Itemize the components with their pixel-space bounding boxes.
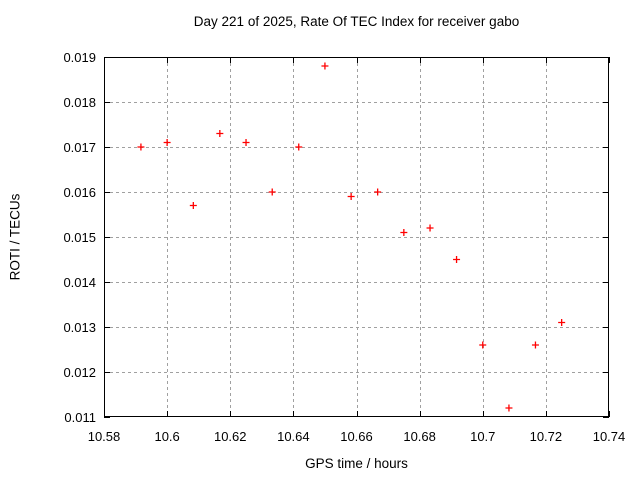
y-tick-label: 0.016 — [63, 185, 96, 200]
y-tick-label: 0.019 — [63, 50, 96, 65]
data-point — [400, 229, 408, 236]
y-tick-label: 0.012 — [63, 365, 96, 380]
data-point — [242, 139, 250, 146]
data-point — [216, 130, 224, 137]
x-tick-label: 10.72 — [529, 429, 563, 444]
plot-area — [104, 57, 610, 418]
chart-title: Day 221 of 2025, Rate Of TEC Index for r… — [193, 14, 520, 29]
y-tick-label: 0.015 — [63, 230, 96, 245]
data-point — [347, 193, 355, 200]
data-point — [321, 62, 329, 70]
data-point — [374, 188, 382, 196]
data-point — [163, 139, 171, 146]
plot-canvas — [104, 57, 610, 418]
data-point — [558, 319, 566, 326]
data-point — [426, 224, 434, 232]
data-point — [295, 143, 303, 151]
x-tick-label: 10.66 — [340, 429, 373, 444]
data-point — [189, 202, 197, 209]
y-tick-label: 0.014 — [63, 275, 96, 290]
x-axis-label: GPS time / hours — [305, 456, 408, 471]
x-tick-label: 10.6 — [154, 429, 180, 444]
data-point — [505, 404, 513, 412]
data-point — [453, 256, 461, 263]
x-tick-label: 10.62 — [213, 429, 247, 444]
x-tick-label: 10.7 — [470, 429, 496, 444]
x-tick-label: 10.58 — [87, 429, 121, 444]
y-tick-label: 0.011 — [64, 410, 96, 425]
data-point — [137, 143, 145, 151]
x-tick-label: 10.64 — [277, 429, 310, 444]
y-tick-label: 0.017 — [63, 140, 96, 155]
y-tick-label: 0.018 — [63, 95, 96, 110]
data-point — [268, 188, 276, 196]
x-tick-label: 10.68 — [403, 429, 436, 444]
data-point — [531, 341, 539, 349]
y-tick-label: 0.013 — [63, 320, 96, 335]
data-point — [479, 341, 487, 349]
x-tick-label: 10.74 — [592, 429, 626, 444]
plot-border — [104, 57, 609, 417]
